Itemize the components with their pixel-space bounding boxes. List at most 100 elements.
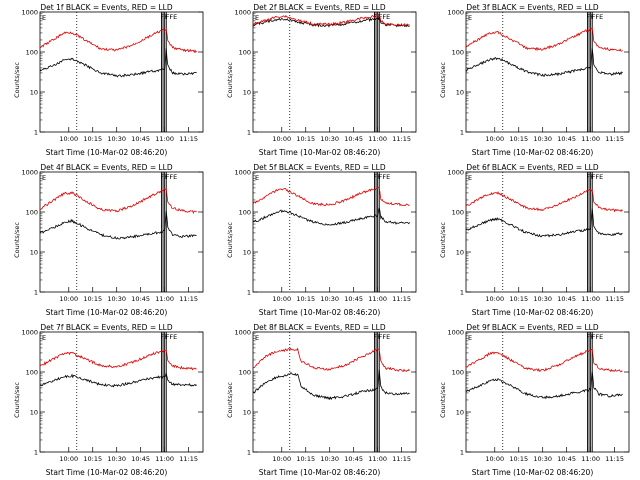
x-tick-label: 11:15	[605, 455, 624, 463]
y-tick-label: 1000	[447, 8, 464, 16]
chart-panel-9: Det 9f BLACK = Events, RED = LLD Start Ti…	[426, 320, 639, 480]
series-line-red	[252, 186, 410, 207]
series-line-black	[252, 207, 410, 226]
y-tick-label: 10	[456, 408, 464, 416]
chart-panel-3: Det 3f BLACK = Events, RED = LLD Start Ti…	[426, 0, 639, 160]
chart-panel-6: Det 6f BLACK = Events, RED = LLD Start Ti…	[426, 160, 639, 320]
plot-area: 1 10 100 1000 10:00 10:15 10:30 10:45 11:00 11:15…	[447, 168, 630, 303]
y-tick-label: 10	[243, 248, 251, 256]
series-line-red	[39, 187, 197, 214]
plot-area: 1 10 100 1000 10:00 10:15 10:30 10:45 11:00 11:15…	[21, 328, 204, 463]
x-tick-label: 10:30	[320, 295, 339, 303]
flag-annotation: FF	[160, 333, 168, 341]
x-tick-label: 10:00	[59, 295, 78, 303]
y-tick-label: 100	[452, 368, 464, 376]
x-tick-label: 10:45	[557, 455, 576, 463]
flag-annotation: E	[468, 14, 472, 22]
x-tick-label: 11:15	[392, 135, 411, 143]
y-tick-label: 10	[243, 408, 251, 416]
y-tick-label: 1	[34, 288, 38, 296]
flag-annotation: E	[42, 14, 46, 22]
flag-annotation: E	[255, 334, 259, 342]
series-line-black	[466, 48, 623, 77]
x-tick-label: 10:15	[509, 455, 528, 463]
series-line-black	[39, 371, 197, 388]
x-tick-label: 10:15	[509, 295, 528, 303]
chart-title: Det 1f BLACK = Events, RED = LLD	[40, 3, 173, 12]
plot-frame	[252, 171, 417, 293]
plot-area: 1 10 100 1000 10:00 10:15 10:30 10:45 11:00 11:15…	[447, 328, 630, 463]
flag-annotation: E	[468, 174, 472, 182]
x-tick-label: 11:15	[605, 135, 624, 143]
x-tick-label: 11:15	[179, 135, 198, 143]
plot-frame	[465, 331, 630, 453]
flag-annotation: E	[42, 174, 46, 182]
x-tick-label: 10:30	[533, 455, 552, 463]
x-tick-label: 10:00	[485, 135, 504, 143]
flag-annotation: FFE	[166, 333, 178, 341]
flag-annotation: FF	[586, 173, 594, 181]
x-tick-label: 11:00	[581, 135, 600, 143]
flag-annotation: FFE	[379, 333, 391, 341]
series-line-black	[39, 210, 197, 240]
x-axis-label: Start Time (10-Mar-02 08:46:20)	[45, 468, 168, 477]
x-tick-label: 10:15	[296, 135, 315, 143]
y-tick-label: 1000	[21, 328, 38, 336]
y-tick-label: 10	[243, 88, 251, 96]
chart-title: Det 3f BLACK = Events, RED = LLD	[466, 3, 599, 12]
x-tick-label: 10:30	[107, 455, 126, 463]
series-line-red	[465, 348, 623, 373]
x-tick-label: 10:00	[59, 135, 78, 143]
x-tick-label: 10:00	[59, 455, 78, 463]
y-tick-label: 1000	[234, 8, 251, 16]
y-tick-label: 1	[247, 128, 251, 136]
chart-title: Det 4f BLACK = Events, RED = LLD	[40, 163, 173, 172]
x-tick-label: 10:15	[296, 455, 315, 463]
y-tick-label: 1000	[234, 328, 251, 336]
x-tick-label: 10:15	[296, 295, 315, 303]
y-tick-label: 100	[239, 368, 251, 376]
chart-panel-5: Det 5f BLACK = Events, RED = LLD Start Ti…	[213, 160, 426, 320]
y-tick-label: 1	[460, 288, 464, 296]
chart-panel-4: Det 4f BLACK = Events, RED = LLD Start Ti…	[0, 160, 213, 320]
flag-annotation: FF	[160, 173, 168, 181]
plot-frame	[465, 11, 630, 133]
flag-annotation: E	[468, 334, 472, 342]
x-tick-label: 11:15	[179, 295, 198, 303]
flag-annotation: FFE	[592, 173, 604, 181]
y-tick-label: 10	[456, 248, 464, 256]
x-tick-label: 11:00	[155, 295, 174, 303]
chart-title: Det 8f BLACK = Events, RED = LLD	[253, 323, 386, 332]
x-tick-label: 10:15	[83, 455, 102, 463]
x-tick-label: 10:45	[344, 135, 363, 143]
x-tick-label: 10:30	[107, 295, 126, 303]
plot-area: 1 10 100 1000 10:00 10:15 10:30 10:45 11:00 11:15…	[234, 328, 417, 463]
x-tick-label: 10:30	[320, 135, 339, 143]
y-tick-label: 100	[26, 208, 38, 216]
x-axis-label: Start Time (10-Mar-02 08:46:20)	[45, 148, 168, 157]
x-tick-label: 11:00	[368, 455, 387, 463]
y-tick-label: 100	[452, 48, 464, 56]
y-tick-label: 10	[30, 248, 38, 256]
chart-panel-8: Det 8f BLACK = Events, RED = LLD Start Ti…	[213, 320, 426, 480]
chart-panel-2: Det 2f BLACK = Events, RED = LLD Start Ti…	[213, 0, 426, 160]
series-line-red	[465, 26, 623, 52]
x-tick-label: 10:00	[272, 135, 291, 143]
x-tick-label: 10:45	[344, 455, 363, 463]
x-tick-label: 11:00	[581, 295, 600, 303]
x-tick-label: 10:45	[344, 295, 363, 303]
flag-annotation: FFE	[592, 13, 604, 21]
series-line-red	[39, 349, 197, 371]
x-axis-label: Start Time (10-Mar-02 08:46:20)	[471, 148, 594, 157]
chart-title: Det 5f BLACK = Events, RED = LLD	[253, 163, 386, 172]
chart-title: Det 7f BLACK = Events, RED = LLD	[40, 323, 173, 332]
y-tick-label: 1	[247, 448, 251, 456]
plot-frame	[252, 331, 417, 453]
x-tick-label: 11:15	[179, 455, 198, 463]
y-tick-label: 1000	[447, 328, 464, 336]
flag-annotation: FF	[373, 13, 381, 21]
y-tick-label: 1000	[21, 168, 38, 176]
plot-area: 1 10 100 1000 10:00 10:15 10:30 10:45 11:00 11:15…	[21, 8, 204, 143]
x-tick-label: 11:00	[368, 295, 387, 303]
